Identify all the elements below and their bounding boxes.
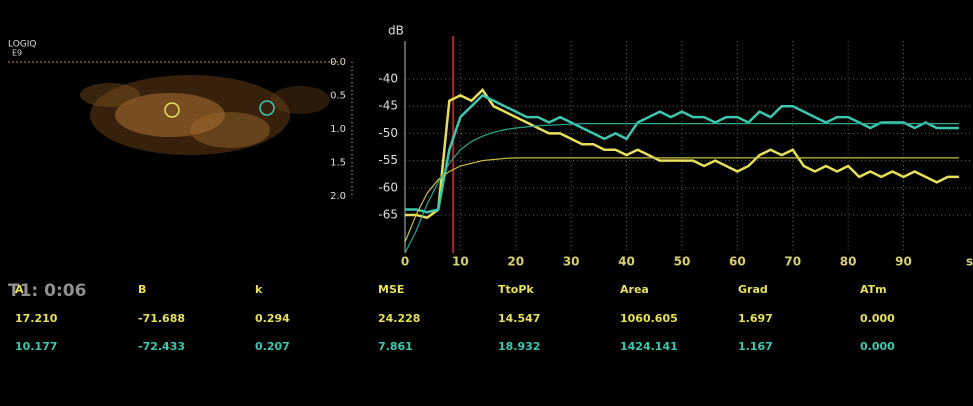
depth-label: 1.5	[330, 158, 346, 169]
cell: 24.228	[378, 312, 420, 325]
cell: 1.167	[738, 340, 773, 353]
y-tick-label: -55	[378, 153, 398, 167]
screen: LOGIQ E9 0.00.51.01.52.0 dBs-40-45-50-55…	[0, 0, 973, 406]
depth-label: 0.0	[330, 57, 346, 68]
timer: T1: 0:06	[8, 281, 86, 301]
depth-label: 1.0	[330, 124, 346, 135]
cell: 1.697	[738, 312, 773, 325]
x-axis-label: s	[966, 255, 973, 269]
depth-label: 0.5	[330, 91, 346, 102]
cell: -71.688	[138, 312, 185, 325]
cell: 18.932	[498, 340, 540, 353]
y-tick-label: -50	[378, 126, 398, 140]
x-tick-label: 40	[618, 255, 635, 269]
y-tick-label: -60	[378, 180, 398, 194]
y-tick-label: -45	[378, 99, 398, 113]
column-header: B	[138, 283, 146, 296]
model: E9	[12, 49, 22, 58]
x-tick-label: 50	[674, 255, 691, 269]
cell: 0.000	[860, 312, 895, 325]
column-header: Area	[620, 283, 649, 296]
cell: 1060.605	[620, 312, 678, 325]
tissue	[80, 83, 140, 107]
column-header: k	[255, 283, 263, 296]
x-tick-label: 90	[895, 255, 912, 269]
x-tick-label: 0	[401, 255, 409, 269]
y-tick-label: -65	[378, 207, 398, 221]
column-header: MSE	[378, 283, 404, 296]
x-tick-label: 20	[507, 255, 524, 269]
cell: 10.177	[15, 340, 57, 353]
cell: 1424.141	[620, 340, 678, 353]
y-tick-label: -40	[378, 72, 398, 86]
x-tick-label: 80	[840, 255, 857, 269]
tissue	[190, 112, 270, 148]
column-header: ATm	[860, 283, 887, 296]
cell: 0.294	[255, 312, 290, 325]
cell: 0.000	[860, 340, 895, 353]
cell: 17.210	[15, 312, 58, 325]
y-axis-label: dB	[388, 24, 404, 38]
cell: -72.433	[138, 340, 185, 353]
x-tick-label: 70	[784, 255, 801, 269]
depth-label: 2.0	[330, 191, 346, 202]
cell: 7.861	[378, 340, 413, 353]
tissue	[270, 86, 330, 114]
x-tick-label: 10	[452, 255, 469, 269]
cell: 14.547	[498, 312, 540, 325]
x-tick-label: 60	[729, 255, 746, 269]
column-header: Grad	[738, 283, 768, 296]
x-tick-label: 30	[563, 255, 580, 269]
cell: 0.207	[255, 340, 290, 353]
column-header: TtoPk	[498, 283, 534, 296]
